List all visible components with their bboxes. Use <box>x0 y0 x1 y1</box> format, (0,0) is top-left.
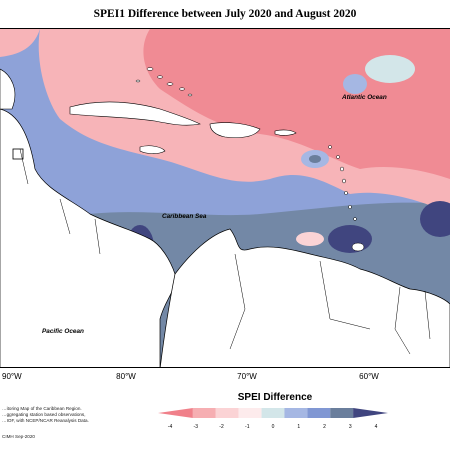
map-inset-marker <box>12 148 24 160</box>
legend-colorbar <box>158 408 388 418</box>
legend-tick-label: -4 <box>167 424 173 430</box>
legend-swatch <box>284 408 308 418</box>
legend-swatch <box>215 408 239 418</box>
legend-swatch <box>353 408 388 418</box>
legend-swatch <box>158 408 193 418</box>
land-cuba <box>69 101 201 126</box>
zone-neutral-atlantic <box>365 55 415 83</box>
legend-tick-label: -3 <box>193 424 198 430</box>
legend-swatch <box>192 408 216 418</box>
zone-negative-nw <box>0 29 40 57</box>
land-puerto-rico <box>274 129 297 136</box>
legend-title: SPEI Difference <box>237 392 313 403</box>
credit-line-3: …IOF, with NCEP/NCAR Reanalysis Data. <box>2 418 89 423</box>
credit-producer: CIMH Sep-2020 <box>2 434 35 439</box>
legend-tick-label: -2 <box>219 424 224 430</box>
zone-dark-blue-3 <box>420 201 450 237</box>
legend-tick-label: -1 <box>245 424 250 430</box>
country-borders <box>19 148 431 355</box>
label-caribbean-sea: Caribbean Sea <box>162 213 207 220</box>
lon-label-90w: 90°W <box>2 372 22 381</box>
legend-tick-label: 4 <box>374 424 378 430</box>
land-jamaica <box>139 145 166 154</box>
label-atlantic-ocean: Atlantic Ocean <box>342 94 387 101</box>
lon-label-70w: 70°W <box>237 372 257 381</box>
credit-line-2: …ggregating station based observations, <box>2 412 86 417</box>
legend-swatch <box>330 408 354 418</box>
land-bahamas <box>135 67 193 97</box>
legend-swatch <box>238 408 262 418</box>
lon-label-60w: 60°W <box>359 372 379 381</box>
legend-swatch <box>307 408 331 418</box>
spei-map <box>0 29 450 367</box>
label-pacific-ocean: Pacific Ocean <box>42 328 84 335</box>
map-panel <box>0 28 450 368</box>
land-south-america <box>159 228 450 367</box>
credit-line-1: …itoring Map of the Caribbean Region. <box>2 406 82 411</box>
legend-tick-label: 2 <box>323 424 326 430</box>
land-lesser-antilles <box>328 145 365 252</box>
zone-dark-blue-2 <box>328 225 372 253</box>
legend-tick-label: 3 <box>348 424 352 430</box>
legend-swatch <box>261 408 285 418</box>
lon-label-80w: 80°W <box>116 372 136 381</box>
map-title: SPEI1 Difference between July 2020 and A… <box>93 8 357 20</box>
legend-tick-label: 1 <box>297 424 301 430</box>
land-hispaniola <box>209 122 261 139</box>
legend-tick-label: 0 <box>271 424 275 430</box>
